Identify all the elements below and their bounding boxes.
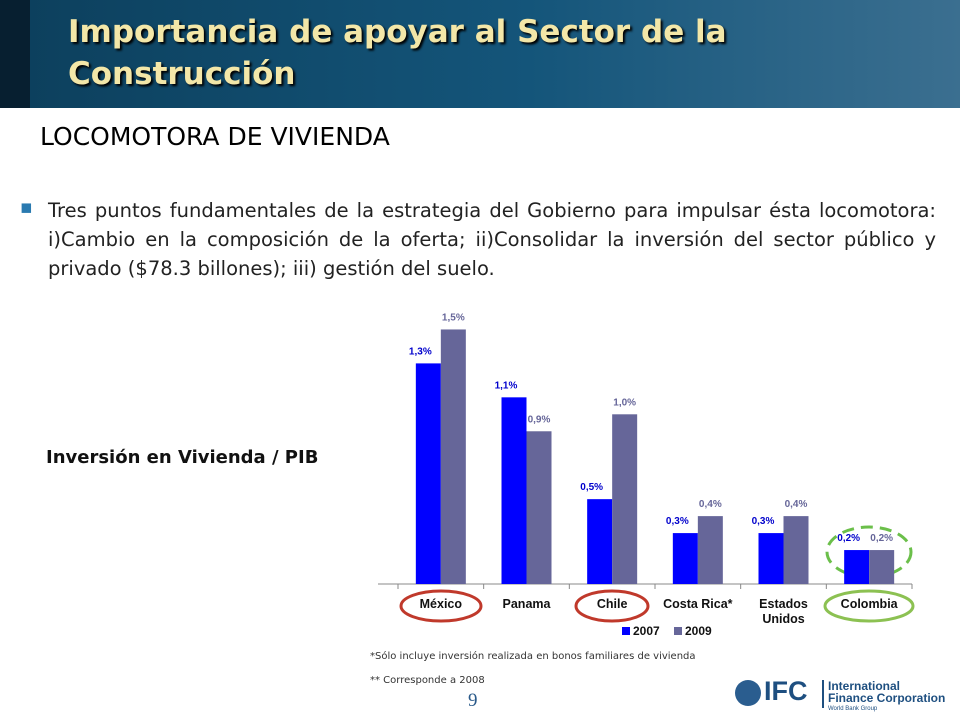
x-tick-label: Colombia bbox=[840, 597, 898, 611]
value-label: 0,3% bbox=[752, 516, 775, 527]
bar bbox=[612, 414, 638, 584]
bar bbox=[783, 516, 809, 584]
value-label: 1,0% bbox=[613, 397, 636, 408]
legend-swatch bbox=[622, 627, 630, 635]
highlight-circle bbox=[399, 589, 483, 623]
logo-globe bbox=[735, 680, 761, 706]
legend-swatch bbox=[674, 627, 682, 635]
logo-divider bbox=[822, 680, 824, 708]
value-label: 0,4% bbox=[785, 499, 808, 510]
value-label: 0,5% bbox=[580, 482, 603, 493]
x-tick-label: Estados Unidos bbox=[759, 597, 808, 626]
bar bbox=[697, 516, 723, 584]
bullet-mark: ▪ bbox=[20, 196, 33, 218]
value-label: 0,2% bbox=[870, 533, 893, 544]
logo-sub: World Bank Group bbox=[828, 706, 878, 712]
bar bbox=[440, 329, 466, 584]
bar bbox=[526, 431, 552, 584]
x-tick-label: Panama bbox=[502, 597, 551, 611]
bar bbox=[415, 363, 441, 584]
highlight-circle bbox=[823, 589, 915, 623]
title: Importancia de apoyar al Sector de la bbox=[68, 14, 727, 50]
bar bbox=[758, 533, 784, 584]
title: Construcción bbox=[68, 56, 296, 92]
x-tick-label: México bbox=[419, 597, 463, 611]
bar bbox=[672, 533, 698, 584]
legend-label: 2007 bbox=[633, 624, 660, 638]
value-label: 0,4% bbox=[699, 499, 722, 510]
value-label: 1,5% bbox=[442, 312, 465, 323]
page-number: 9 bbox=[468, 690, 478, 711]
heading: LOCOMOTORA DE VIVIENDA bbox=[40, 122, 390, 151]
logo-name-line: Finance Corporation bbox=[828, 691, 946, 705]
value-label: 0,3% bbox=[666, 516, 689, 527]
bullet-text: Tres puntos fundamentales de la estrateg… bbox=[48, 199, 936, 280]
bar bbox=[844, 550, 870, 584]
footnote: *Sólo incluye inversión realizada en bon… bbox=[370, 651, 696, 662]
x-tick-label: Costa Rica* bbox=[663, 597, 733, 611]
bar bbox=[501, 397, 527, 584]
bar bbox=[587, 499, 613, 584]
value-label: 0,2% bbox=[837, 533, 860, 544]
legend-label: 2009 bbox=[685, 624, 712, 638]
bar bbox=[869, 550, 895, 584]
logo-name: International Finance Corporation bbox=[828, 680, 945, 704]
footnote: ** Corresponde a 2008 bbox=[370, 675, 485, 686]
highlight-circle bbox=[825, 525, 913, 579]
value-label: 1,1% bbox=[495, 380, 518, 391]
value-label: 0,9% bbox=[528, 414, 551, 425]
logo-mark: IFC bbox=[764, 676, 808, 706]
logo-name-line: International bbox=[828, 679, 901, 693]
header-strip bbox=[0, 0, 30, 108]
chart-title: Inversión en Vivienda / PIB bbox=[46, 447, 319, 468]
x-tick-label: Chile bbox=[596, 597, 628, 611]
header-bar bbox=[0, 0, 960, 108]
value-label: 1,3% bbox=[409, 346, 432, 357]
highlight-circle bbox=[574, 589, 650, 623]
